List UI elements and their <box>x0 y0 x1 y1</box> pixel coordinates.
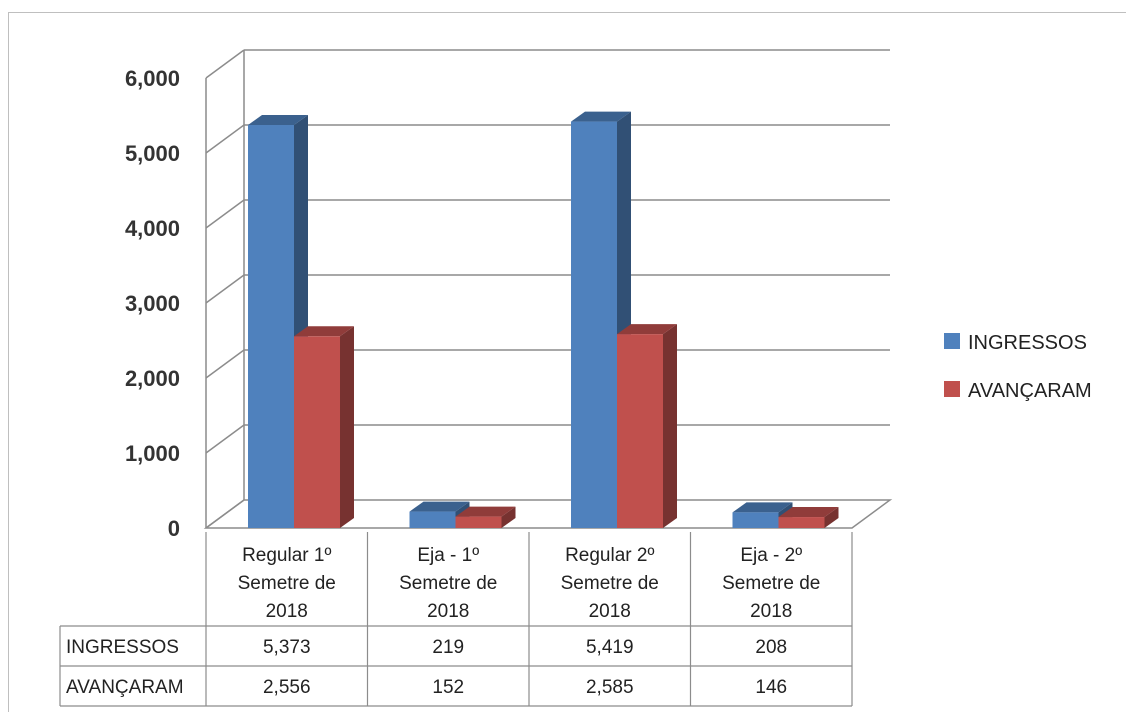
y-tick-label: 5,000 <box>125 141 180 166</box>
chart-frame <box>8 12 1126 712</box>
data-label-ingressos-1: 5,373 <box>263 637 311 658</box>
bar-avançaram-2 <box>455 506 516 528</box>
x-tick-label: Semetre de <box>722 573 820 594</box>
legend-label: INGRESSOS <box>968 332 1087 354</box>
bar-front <box>294 336 340 528</box>
legend-label: AVANÇARAM <box>968 380 1092 402</box>
x-tick-label: Semetre de <box>399 573 497 594</box>
y-tick-label: 4,000 <box>125 216 180 241</box>
bar-side <box>340 326 354 528</box>
legend-swatch <box>944 333 960 349</box>
data-label-ingressos-4: 208 <box>755 637 787 658</box>
bar-top <box>409 501 470 512</box>
data-label-avançaram-4: 146 <box>755 677 787 698</box>
y-tick-label: 6,000 <box>125 66 180 91</box>
bar-side <box>501 506 516 528</box>
x-tick-label: 2018 <box>266 601 308 622</box>
table-row-header-ingressos: INGRESSOS <box>66 637 179 658</box>
data-label-ingressos-3: 5,419 <box>586 637 634 658</box>
x-tick-label: 2018 <box>589 601 631 622</box>
table-row-header-avançaram: AVANÇARAM <box>66 677 184 698</box>
bar-front <box>732 512 779 528</box>
bar-avançaram-1 <box>294 326 354 528</box>
legend-entry-ingressos: INGRESSOS <box>944 332 1087 354</box>
x-tick-label: 2018 <box>750 601 792 622</box>
bar-front <box>455 516 502 528</box>
bar-top <box>571 111 631 122</box>
x-tick-label: Semetre de <box>238 573 336 594</box>
bar-front <box>617 334 663 528</box>
data-label-avançaram-3: 2,585 <box>586 677 634 698</box>
bar-avançaram-3 <box>617 324 677 528</box>
bar-top <box>294 326 354 337</box>
gridline-diagonal <box>205 499 245 529</box>
gridline-diagonal <box>205 49 245 79</box>
x-tick-label: Eja - 1º <box>417 545 479 566</box>
bar-side <box>663 324 677 528</box>
x-tick-label: 2018 <box>427 601 469 622</box>
data-label-ingressos-2: 219 <box>432 637 464 658</box>
bar-top <box>617 324 677 335</box>
x-tick-label: Eja - 2º <box>740 545 802 566</box>
y-tick-label: 1,000 <box>125 441 180 466</box>
bar-top <box>778 507 839 518</box>
y-tick-label: 3,000 <box>125 291 180 316</box>
data-table-grid <box>59 532 853 707</box>
x-tick-label: Regular 2º <box>565 545 654 566</box>
data-label-avançaram-1: 2,556 <box>263 677 311 698</box>
bar-front <box>571 121 617 528</box>
bar-front <box>409 511 456 528</box>
y-tick-label: 0 <box>168 516 180 541</box>
legend-swatch <box>944 381 960 397</box>
bar-side <box>824 507 839 528</box>
bar-top <box>248 115 308 126</box>
bar-front <box>248 125 294 529</box>
bar-front <box>778 517 825 528</box>
x-tick-label: Semetre de <box>561 573 659 594</box>
y-tick-label: 2,000 <box>125 366 180 391</box>
gridline-diagonal <box>205 424 245 454</box>
x-tick-label: Regular 1º <box>242 545 331 566</box>
legend-entry-avançaram: AVANÇARAM <box>944 380 1092 402</box>
data-label-avançaram-2: 152 <box>432 677 464 698</box>
gridline-diagonal <box>205 349 245 379</box>
bar-top <box>455 506 516 517</box>
bar-avançaram-4 <box>778 507 839 528</box>
gridline-diagonal <box>205 274 245 304</box>
gridline-diagonal <box>205 124 245 154</box>
bar-top <box>732 502 793 513</box>
gridline-diagonal <box>205 199 245 229</box>
